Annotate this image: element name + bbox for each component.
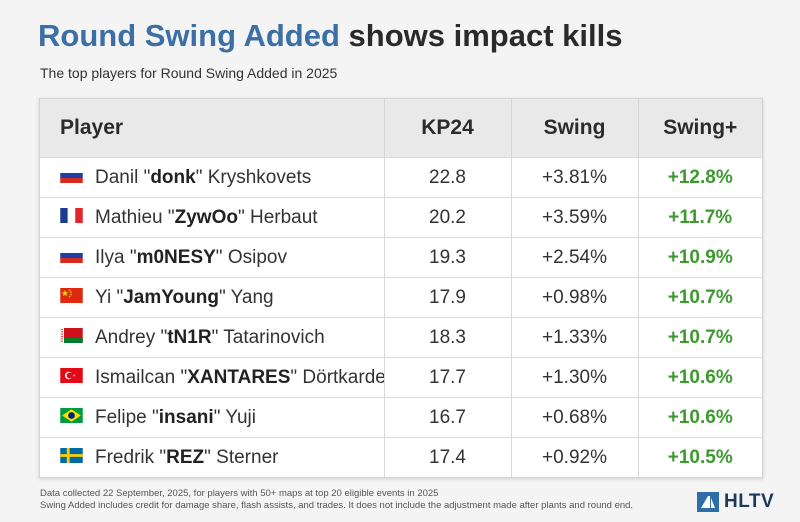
hltv-logo-text: HLTV <box>724 491 775 512</box>
kp24-cell: 20.2 <box>383 197 511 238</box>
stats-table-card: Player KP24 Swing Swing+ Danil "donk" Kr… <box>39 98 763 478</box>
flag-tr-icon <box>60 367 85 385</box>
swing-cell: +1.30% <box>510 357 638 398</box>
swing-plus-cell: +11.7% <box>637 197 762 238</box>
column-header-swing-plus[interactable]: Swing+ <box>637 99 762 158</box>
swing-cell: +2.54% <box>510 237 638 278</box>
table-row: Danil "donk" Kryshkovets 22.8 +3.81% +12.8% <box>40 157 762 198</box>
kp24-cell: 17.7 <box>383 357 511 398</box>
player-last-name: " Sterner <box>204 446 279 468</box>
swing-plus-cell: +10.7% <box>637 317 762 358</box>
player-last-name: " Dörtkardeş <box>290 366 384 388</box>
player-nickname: JamYoung <box>123 286 219 308</box>
flag-fr-icon <box>60 207 85 225</box>
player-last-name: " Herbaut <box>237 206 318 228</box>
kp24-cell: 18.3 <box>383 317 511 358</box>
table-row: Ismailcan "XANTARES" Dörtkardeş17.7+1.30… <box>40 357 762 398</box>
column-header-kp24[interactable]: KP24 <box>383 99 511 158</box>
player-last-name: " Yuji <box>213 406 257 428</box>
swing-plus-cell: +10.5% <box>637 437 762 477</box>
swing-plus-cell: +12.8% <box>637 157 762 198</box>
table-header-row: Player KP24 Swing Swing+ <box>40 99 762 158</box>
flag-se-icon <box>60 447 85 465</box>
player-nickname: REZ <box>166 446 205 468</box>
flag-ru-icon <box>60 167 85 185</box>
table-row: Fredrik "REZ" Sterner 17.4 +0.92% +10.5% <box>40 437 762 477</box>
player-name: Ismailcan "XANTARES" Dörtkardeş <box>95 367 384 388</box>
player-first-name: Danil " <box>95 166 151 188</box>
player-name: Ilya "m0NESY" Osipov <box>95 247 287 268</box>
page-subtitle: The top players for Round Swing Added in… <box>40 65 338 81</box>
swing-cell: +0.98% <box>510 277 638 318</box>
player-nickname: donk <box>150 166 196 188</box>
player-nickname: insani <box>158 406 214 428</box>
swing-plus-cell: +10.6% <box>637 357 762 398</box>
table-body: Danil "donk" Kryshkovets 22.8 +3.81% +12.8%… <box>40 157 762 477</box>
page-title: Round Swing Added shows impact kills <box>38 18 622 54</box>
player-cell[interactable]: Danil "donk" Kryshkovets <box>40 157 384 198</box>
swing-plus-cell: +10.9% <box>637 237 762 278</box>
kp24-cell: 22.8 <box>383 157 511 198</box>
player-nickname: tN1R <box>167 326 212 348</box>
player-first-name: Andrey " <box>95 326 168 348</box>
kp24-cell: 16.7 <box>383 397 511 438</box>
player-last-name: " Kryshkovets <box>195 166 312 188</box>
player-name: Fredrik "REZ" Sterner <box>95 447 278 468</box>
swing-plus-cell: +10.7% <box>637 277 762 318</box>
flag-cn-icon <box>60 287 85 305</box>
player-cell[interactable]: Felipe "insani" Yuji <box>40 397 384 438</box>
table-row: Andrey "tN1R" Tatarinovich 18.3 +1.33% +10.… <box>40 317 762 358</box>
player-cell[interactable]: Fredrik "REZ" Sterner <box>40 437 384 477</box>
player-first-name: Ismailcan " <box>95 366 188 388</box>
title-accent: Round Swing Added <box>38 18 340 53</box>
swing-cell: +3.81% <box>510 157 638 198</box>
swing-cell: +0.92% <box>510 437 638 477</box>
swing-cell: +0.68% <box>510 397 638 438</box>
footnote-line-1: Data collected 22 September, 2025, for p… <box>40 488 439 499</box>
hltv-logo: HLTV <box>697 491 774 513</box>
player-first-name: Fredrik " <box>95 446 167 468</box>
player-last-name: " Osipov <box>215 246 287 268</box>
player-cell[interactable]: Mathieu "ZywOo" Herbaut <box>40 197 384 238</box>
title-rest: shows impact kills <box>339 18 623 53</box>
flag-br-icon <box>60 407 85 425</box>
kp24-cell: 19.3 <box>383 237 511 278</box>
player-first-name: Ilya " <box>95 246 137 268</box>
kp24-cell: 17.4 <box>383 437 511 477</box>
swing-plus-cell: +10.6% <box>637 397 762 438</box>
footnote: Data collected 22 September, 2025, for p… <box>40 488 633 512</box>
player-first-name: Mathieu " <box>95 206 175 228</box>
table-row: Felipe "insani" Yuji 16.7 +0.68% +10.6% <box>40 397 762 438</box>
kp24-cell: 17.9 <box>383 277 511 318</box>
player-nickname: m0NESY <box>136 246 216 268</box>
flag-by-icon <box>60 327 85 345</box>
player-name: Mathieu "ZywOo" Herbaut <box>95 207 318 228</box>
player-name: Danil "donk" Kryshkovets <box>95 167 311 188</box>
table-row: Yi "JamYoung" Yang 17.9 +0.98% +10.7% <box>40 277 762 318</box>
player-cell[interactable]: Yi "JamYoung" Yang <box>40 277 384 318</box>
column-header-player[interactable]: Player <box>40 99 384 158</box>
table-row: Ilya "m0NESY" Osipov 19.3 +2.54% +10.9% <box>40 237 762 278</box>
player-name: Yi "JamYoung" Yang <box>95 287 274 308</box>
player-cell[interactable]: Andrey "tN1R" Tatarinovich <box>40 317 384 358</box>
column-header-swing[interactable]: Swing <box>510 99 638 158</box>
swing-cell: +1.33% <box>510 317 638 358</box>
player-cell[interactable]: Ilya "m0NESY" Osipov <box>40 237 384 278</box>
player-name: Felipe "insani" Yuji <box>95 407 256 428</box>
footnote-line-2: Swing Added includes credit for damage s… <box>40 500 634 511</box>
player-nickname: XANTARES <box>187 366 291 388</box>
player-name: Andrey "tN1R" Tatarinovich <box>95 327 325 348</box>
swing-cell: +3.59% <box>510 197 638 238</box>
stats-table: Player KP24 Swing Swing+ Danil "donk" Kr… <box>40 99 762 477</box>
table-row: Mathieu "ZywOo" Herbaut 20.2 +3.59% +11.7% <box>40 197 762 238</box>
player-first-name: Felipe " <box>95 406 159 428</box>
player-last-name: " Tatarinovich <box>211 326 325 348</box>
hltv-logo-icon <box>697 492 719 512</box>
player-cell[interactable]: Ismailcan "XANTARES" Dörtkardeş <box>40 357 384 398</box>
player-last-name: " Yang <box>218 286 274 308</box>
player-first-name: Yi " <box>95 286 124 308</box>
player-nickname: ZywOo <box>174 206 238 228</box>
flag-ru-icon <box>60 247 85 265</box>
